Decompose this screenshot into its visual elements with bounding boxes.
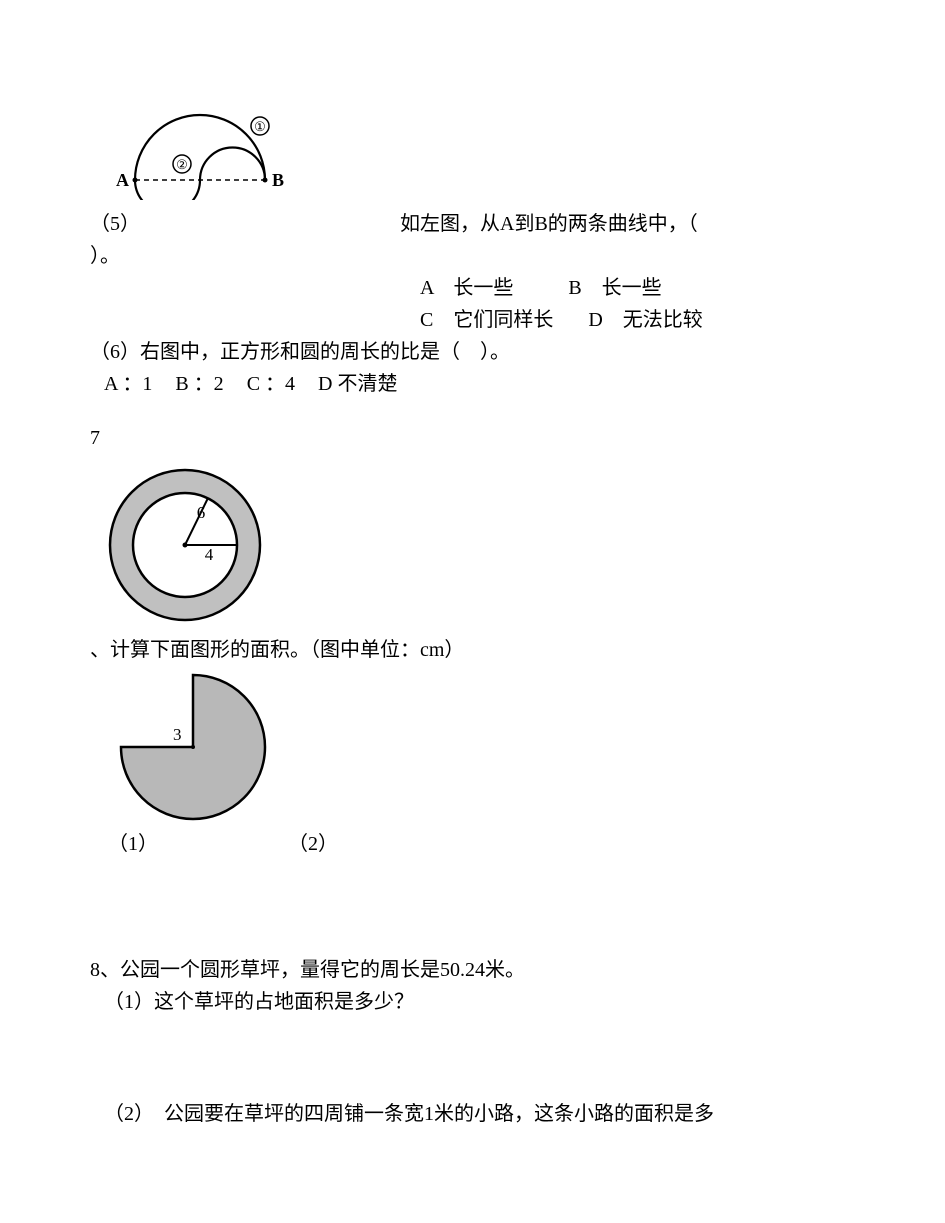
q7-sub2: （2）: [288, 828, 338, 860]
label-a: A: [116, 170, 129, 190]
ring-label-6: 6: [197, 503, 206, 522]
q6-option-c: C ：4: [247, 373, 295, 395]
page: A B ① ② （5） 如左图，从A到B的两条曲线中，（ ）。 A 长一些 B …: [0, 0, 945, 1170]
figure-three-quarter-circle: 3: [108, 672, 855, 822]
q5-option-c: C 它们同样长: [420, 309, 553, 331]
q5: （5） 如左图，从A到B的两条曲线中，（: [90, 208, 855, 240]
ring-svg: 6 4: [100, 460, 270, 630]
q6-option-a: A ：1: [104, 373, 152, 395]
q7-sub1: （1）: [108, 828, 288, 860]
q8-sub1: （1）这个草坪的占地面积是多少？: [104, 986, 855, 1018]
curve-label-2: ②: [176, 157, 188, 172]
figure-curves-a-to-b: A B ① ②: [110, 110, 855, 200]
q7-subnumbers: （1） （2）: [90, 828, 855, 860]
q5-options-row1: A 长一些 B 长一些: [420, 272, 855, 304]
q6-options: A ：1 B ：2 C ：4 D 不清楚: [104, 368, 855, 400]
q5-text: 如左图，从A到B的两条曲线中，（: [400, 208, 698, 240]
q5-options-row2: C 它们同样长 D 无法比较: [420, 304, 855, 336]
label-b: B: [272, 170, 284, 190]
q5-tail: ）。: [90, 240, 855, 272]
q5-option-a: A 长一些: [420, 277, 513, 299]
curves-svg: A B ① ②: [110, 110, 310, 200]
q7-text: 、计算下面图形的面积。（图中单位：cm）: [90, 634, 855, 666]
pac-svg: 3: [108, 672, 278, 822]
pac-label-3: 3: [173, 725, 182, 744]
q5-option-b: B 长一些: [568, 277, 661, 299]
figure-ring: 6 4: [100, 460, 855, 630]
q6-option-b: B ：2: [175, 373, 223, 395]
q6-option-d: D 不清楚: [318, 373, 397, 395]
q5-number: （5）: [90, 208, 150, 240]
ring-label-4: 4: [205, 545, 214, 564]
curve-label-1: ①: [254, 119, 266, 134]
q6-text: （6）右图中，正方形和圆的周长的比是（ ）。: [90, 336, 855, 368]
q8-sub2: （2） 公园要在草坪的四周铺一条宽1米的小路，这条小路的面积是多: [104, 1098, 855, 1130]
q7-number: 7: [90, 422, 855, 454]
q8-text: 8、公园一个圆形草坪，量得它的周长是50.24米。: [90, 954, 855, 986]
q5-option-d: D 无法比较: [588, 309, 702, 331]
